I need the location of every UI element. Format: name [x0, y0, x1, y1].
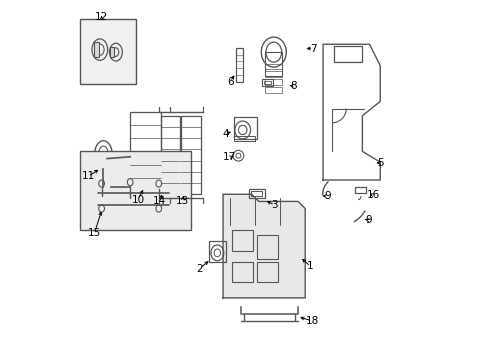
Bar	[231, 230, 253, 251]
Text: 9: 9	[324, 191, 330, 201]
Bar	[250, 191, 261, 196]
Bar	[94, 42, 99, 57]
Text: 2: 2	[196, 264, 203, 274]
Bar	[181, 116, 201, 194]
Text: 7: 7	[309, 44, 316, 54]
Bar	[208, 241, 225, 262]
Text: 8: 8	[290, 81, 297, 91]
Bar	[80, 152, 190, 230]
Bar	[110, 47, 114, 58]
Bar	[160, 116, 180, 194]
Bar	[264, 64, 282, 69]
Bar	[264, 71, 282, 77]
Text: 15: 15	[88, 228, 101, 238]
Bar	[257, 235, 278, 258]
Bar	[333, 46, 362, 62]
Bar	[233, 136, 255, 141]
Bar	[264, 87, 282, 93]
Bar	[130, 112, 160, 191]
Text: 14: 14	[153, 197, 166, 206]
Text: 4: 4	[222, 129, 229, 139]
Text: 10: 10	[131, 195, 144, 204]
Text: 12: 12	[95, 13, 108, 22]
Text: 13: 13	[175, 197, 188, 206]
Bar	[233, 117, 257, 139]
Bar	[264, 79, 282, 85]
Bar	[80, 19, 135, 84]
Bar	[264, 81, 271, 84]
Text: 3: 3	[271, 200, 278, 210]
Text: 16: 16	[366, 190, 380, 201]
Bar	[354, 187, 365, 193]
Bar	[231, 262, 253, 282]
Text: 6: 6	[226, 77, 233, 87]
Bar	[264, 52, 282, 76]
Text: 9: 9	[365, 215, 371, 225]
Text: 5: 5	[377, 158, 384, 168]
Text: 11: 11	[81, 171, 95, 181]
Text: 1: 1	[306, 261, 313, 271]
Text: 17: 17	[223, 153, 236, 162]
Bar	[248, 189, 264, 198]
Bar	[257, 262, 278, 282]
Bar	[235, 48, 242, 82]
Polygon shape	[223, 194, 305, 298]
Text: 18: 18	[305, 316, 318, 326]
Bar	[262, 79, 272, 86]
